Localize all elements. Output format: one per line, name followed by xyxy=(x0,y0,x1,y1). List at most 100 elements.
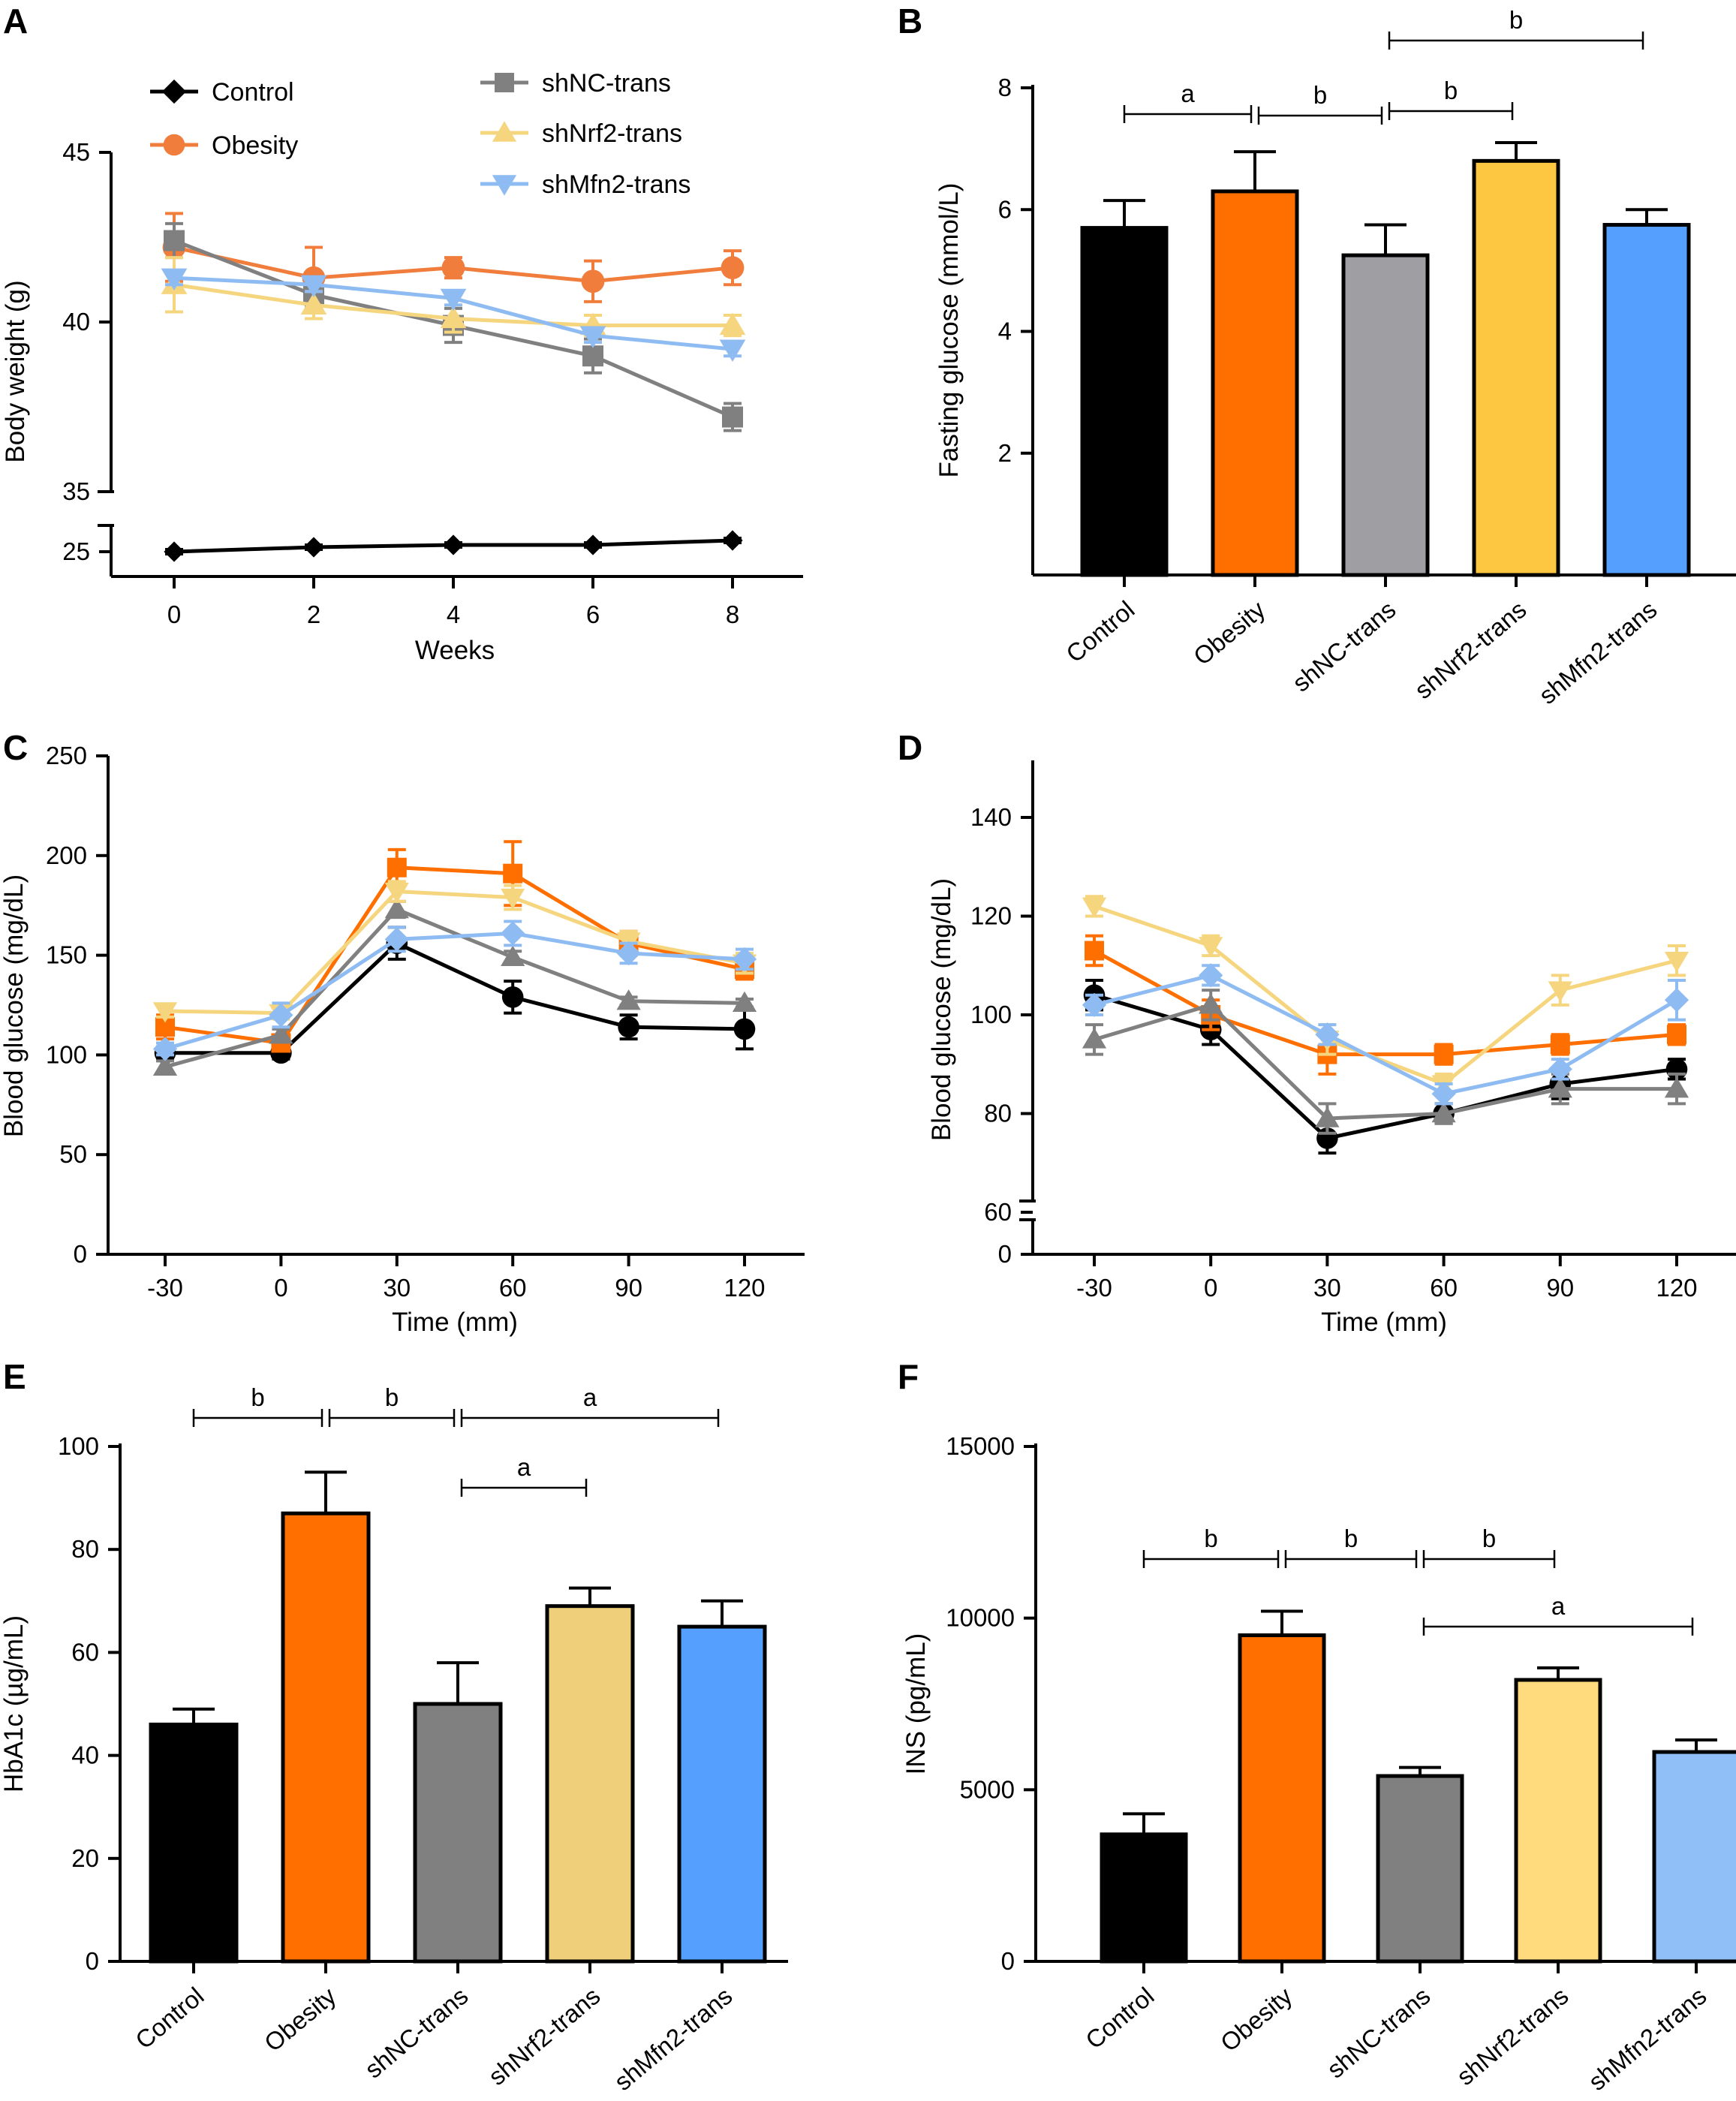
y-tick-label: 25 xyxy=(62,537,90,565)
significance-label: b xyxy=(1444,77,1458,104)
data-point xyxy=(1548,981,1572,1002)
bar-shmfn2-trans: shMfn2-trans xyxy=(1583,1738,1736,2096)
y-tick-label: 0 xyxy=(74,1240,87,1268)
data-point xyxy=(721,256,745,280)
series-line xyxy=(164,907,745,1069)
data-point xyxy=(503,863,523,883)
legend-item-shmfn2-trans: shMfn2-trans xyxy=(480,170,690,199)
significance-label: a xyxy=(583,1383,597,1411)
legend-label: Obesity xyxy=(212,131,298,160)
y-tick-label: 80 xyxy=(71,1535,99,1563)
legend-marker xyxy=(492,121,517,142)
x-axis-label: Time (mm) xyxy=(1321,1308,1447,1337)
data-point xyxy=(384,882,409,904)
bar xyxy=(149,1722,239,1964)
data-point xyxy=(1082,992,1107,1017)
data-point xyxy=(501,945,525,966)
bar xyxy=(1080,226,1169,577)
x-tick-label: 0 xyxy=(1204,1274,1217,1302)
x-tick-label: 90 xyxy=(615,1274,642,1302)
bar-obesity: Obesity xyxy=(259,1470,371,2057)
bar xyxy=(1472,158,1560,577)
bar xyxy=(1602,223,1691,577)
y-tick-label: 140 xyxy=(970,803,1012,831)
x-tick-label: 0 xyxy=(274,1274,287,1302)
y-tick-label: 40 xyxy=(62,308,90,336)
data-point xyxy=(1199,937,1223,958)
legend-marker xyxy=(495,73,514,92)
significance-bracket: b xyxy=(1142,1525,1280,1568)
bar-obesity: Obesity xyxy=(1188,150,1299,671)
x-tick-label: 30 xyxy=(1313,1274,1341,1302)
x-tick-label: Obesity xyxy=(1188,595,1271,671)
panel-d-blood-glucose-chart: 0 60 80 100 120 140 -30 0 30 60 90 120 Time (mm) Bloo… xyxy=(927,760,1736,1337)
data-point xyxy=(581,269,605,293)
significance-label: b xyxy=(251,1383,264,1411)
y-axis-label: Blood glucose (mg/dL) xyxy=(0,874,29,1137)
bar-shnc-trans: shNC-trans xyxy=(360,1661,503,2084)
y-tick-label: 0 xyxy=(1001,1947,1015,1975)
bar-shnrf2-trans: shNrf2-trans xyxy=(1452,1666,1602,2090)
panel-letter-E: E xyxy=(3,1357,26,1396)
significance-bracket: b xyxy=(1422,1525,1556,1568)
data-point xyxy=(1431,1082,1456,1106)
data-point xyxy=(1664,988,1689,1013)
bar xyxy=(1341,253,1430,577)
y-tick-label: 0 xyxy=(86,1947,99,1975)
y-tick-label: 60 xyxy=(984,1198,1012,1226)
y-axis-label: INS (pg/mL) xyxy=(901,1633,931,1775)
series-obesity xyxy=(1085,934,1686,1076)
data-point xyxy=(582,345,603,367)
y-tick-label: 100 xyxy=(46,1040,87,1068)
legend-label: shMfn2-trans xyxy=(542,170,690,199)
x-tick-label: Control xyxy=(1080,1982,1159,2054)
y-tick-label: 2 xyxy=(998,439,1012,467)
x-tick-label: 8 xyxy=(726,601,739,628)
bar xyxy=(1238,1633,1326,1964)
x-tick-label: Control xyxy=(130,1982,209,2054)
y-tick-label: 200 xyxy=(46,841,87,869)
significance-bracket: a xyxy=(460,1453,588,1497)
data-point xyxy=(719,339,746,362)
y-tick-label: 15000 xyxy=(946,1432,1015,1460)
x-tick-label: 4 xyxy=(447,601,460,628)
series-shmfn2-trans xyxy=(1082,963,1689,1106)
data-point xyxy=(1434,1044,1454,1064)
series-control xyxy=(1083,978,1688,1155)
significance-label: b xyxy=(385,1383,399,1411)
data-point xyxy=(1431,1101,1456,1123)
legend-marker xyxy=(492,175,517,196)
y-tick-label: 0 xyxy=(998,1240,1012,1268)
significance-bracket: b xyxy=(1388,6,1644,50)
data-point xyxy=(269,1023,293,1044)
data-point xyxy=(1082,1028,1107,1049)
data-point xyxy=(733,1018,756,1040)
x-tick-label: 6 xyxy=(586,601,600,628)
y-tick-label: 10000 xyxy=(946,1604,1015,1632)
x-axis-label: Time (mm) xyxy=(392,1308,518,1337)
data-point xyxy=(1085,941,1104,961)
series-line xyxy=(165,941,745,1055)
legend-item-obesity: Obesity xyxy=(150,131,298,160)
legend-item-shnrf2-trans: shNrf2-trans xyxy=(480,119,682,148)
x-tick-label: shMfn2-trans xyxy=(1533,595,1662,709)
data-point xyxy=(152,1055,178,1076)
data-point xyxy=(501,986,524,1008)
significance-label: a xyxy=(1181,80,1195,107)
x-tick-label: 120 xyxy=(724,1274,765,1302)
legend-label: shNC-trans xyxy=(542,69,671,98)
x-tick-label: shNrf2-trans xyxy=(1410,595,1532,704)
significance-bracket: b xyxy=(328,1383,456,1427)
significance-bracket: a xyxy=(460,1383,720,1427)
bar xyxy=(1211,189,1299,577)
data-point xyxy=(440,288,467,312)
data-point xyxy=(732,991,757,1013)
bar-obesity: Obesity xyxy=(1215,1609,1326,2057)
series-control xyxy=(164,530,743,562)
significance-bracket: a xyxy=(1422,1592,1694,1636)
bar xyxy=(413,1702,503,1964)
x-tick-label: shMfn2-trans xyxy=(1583,1982,1711,2096)
legend-marker xyxy=(163,134,185,156)
data-point xyxy=(618,1016,639,1038)
